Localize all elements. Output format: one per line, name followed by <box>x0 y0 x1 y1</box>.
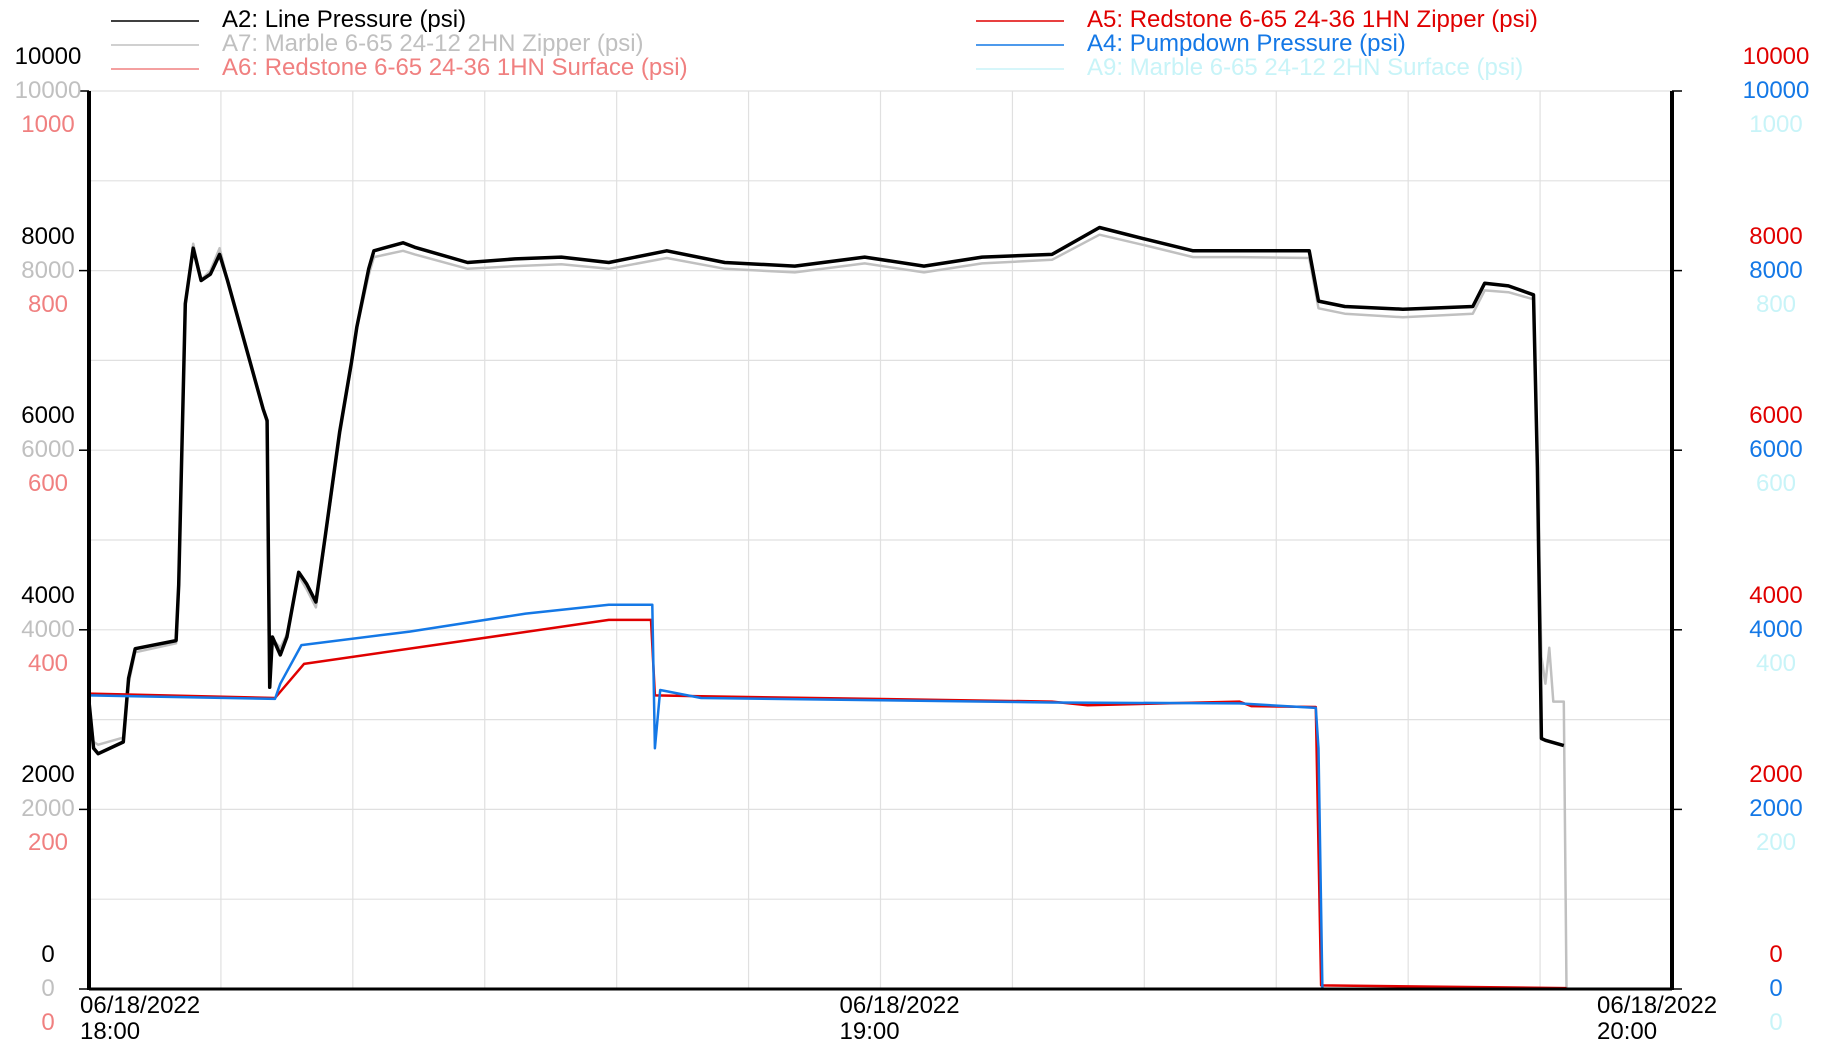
y-tick-label: 800 <box>27 290 69 318</box>
x-tick-label: 06/18/2022 19:00 <box>839 992 960 1045</box>
y-tick-label: 6000 <box>1749 402 1803 430</box>
y-tick-label: 10000 <box>14 43 82 70</box>
x-tick-label: 06/18/2022 20:00 <box>1597 992 1718 1045</box>
y-tick-label: 1000 <box>1749 111 1803 138</box>
legend-label: A7: Marble 6-65 24-12 2HN Zipper (psi) <box>222 30 644 57</box>
y-tick-label: 8000 <box>21 222 75 250</box>
y-tick-label: 200 <box>27 829 69 857</box>
y-tick-label: 0 <box>41 1009 55 1036</box>
y-tick-label: 6000 <box>21 436 75 464</box>
y-tick-label: 600 <box>1755 470 1797 498</box>
y-tick-label: 2000 <box>21 761 75 789</box>
legend-label: A2: Line Pressure (psi) <box>222 6 467 33</box>
y-tick-label: 2000 <box>21 795 75 823</box>
y-tick-label: 8000 <box>21 256 75 284</box>
y-tick-label: 10000 <box>14 77 82 104</box>
series-line <box>88 603 1567 991</box>
y-tick-label: 8000 <box>1749 256 1803 284</box>
legend-label: A9: Marble 6-65 24-12 2HN Surface (psi) <box>1087 54 1524 81</box>
legend-label: A4: Pumpdown Pressure (psi) <box>1087 30 1406 57</box>
y-tick-label: 2000 <box>1749 761 1803 789</box>
y-tick-label: 10000 <box>1742 43 1810 70</box>
legend-label: A6: Redstone 6-65 24-36 1HN Surface (psi… <box>222 54 688 81</box>
y-tick-label: 400 <box>27 649 69 677</box>
y-tick-label: 8000 <box>1749 222 1803 250</box>
y-tick-label: 2000 <box>1749 795 1803 823</box>
y-tick-label: 0 <box>41 975 55 1002</box>
y-tick-label: 0 <box>1769 1009 1783 1036</box>
y-tick-label: 4000 <box>1749 615 1803 643</box>
y-tick-label: 0 <box>1769 975 1783 1002</box>
y-tick-label: 0 <box>1769 941 1783 968</box>
y-tick-label: 10000 <box>1742 77 1810 104</box>
series-line <box>88 618 1567 990</box>
series-line <box>87 225 1565 756</box>
y-tick-label: 800 <box>1755 290 1797 318</box>
legend-label: A5: Redstone 6-65 24-36 1HN Zipper (psi) <box>1087 6 1538 33</box>
series-line <box>87 233 1591 991</box>
y-tick-label: 1000 <box>21 111 75 138</box>
y-tick-label: 4000 <box>1749 581 1803 609</box>
y-tick-label: 200 <box>1755 829 1797 857</box>
y-tick-label: 6000 <box>21 402 75 430</box>
y-tick-label: 6000 <box>1749 436 1803 464</box>
y-tick-label: 4000 <box>21 581 75 609</box>
y-tick-label: 4000 <box>21 615 75 643</box>
x-tick-label: 06/18/2022 18:00 <box>80 992 201 1045</box>
y-tick-label: 0 <box>41 941 55 968</box>
y-tick-label: 600 <box>27 470 69 498</box>
y-tick-label: 400 <box>1755 649 1797 677</box>
